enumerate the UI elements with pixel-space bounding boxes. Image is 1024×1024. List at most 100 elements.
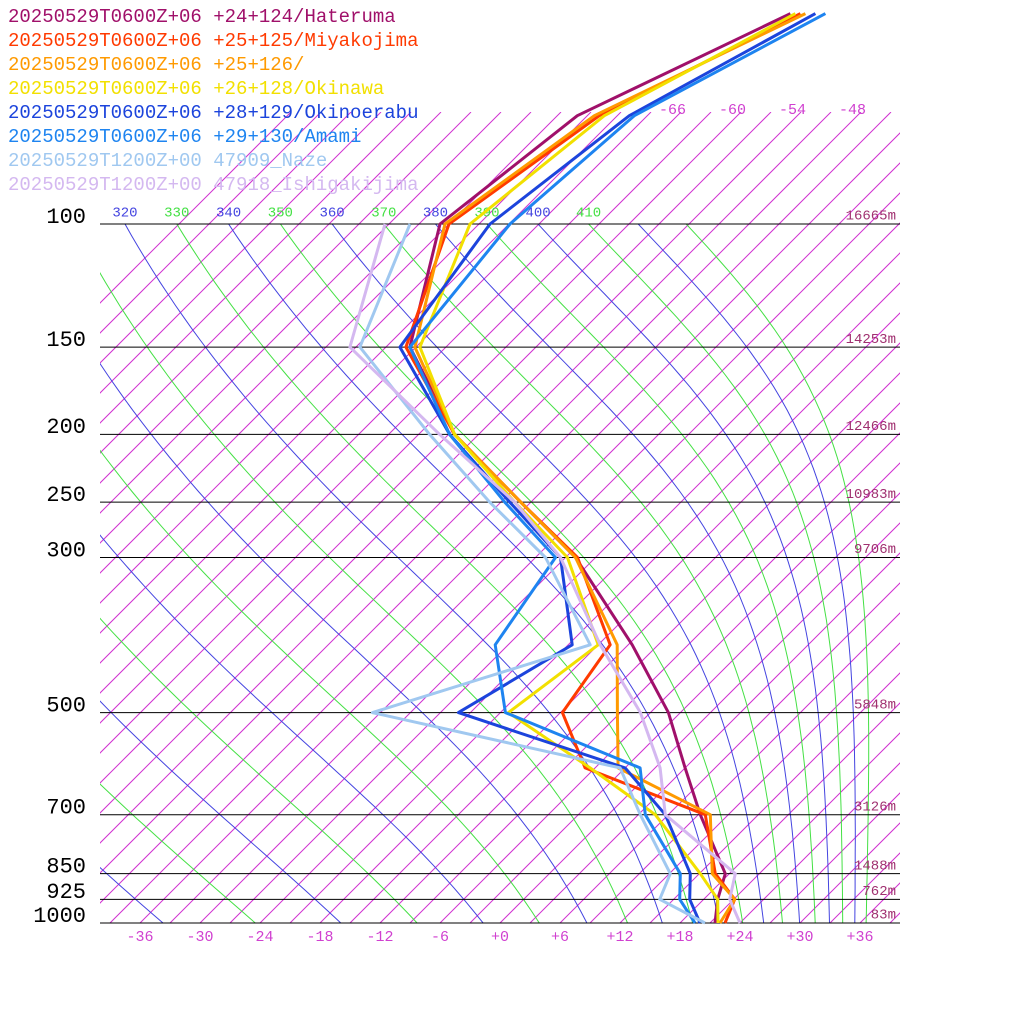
isotherm — [289, 312, 900, 923]
pressure-label: 850 — [46, 854, 86, 879]
moist-adiabat — [588, 224, 844, 923]
pressure-label: 150 — [46, 328, 86, 353]
height-label: 12466m — [846, 419, 896, 435]
isotherm — [100, 112, 442, 454]
pressure-label: 100 — [46, 205, 86, 230]
height-label: 83m — [871, 908, 896, 924]
pressure-label: 300 — [46, 538, 86, 563]
theta-label: 370 — [371, 206, 396, 222]
pressure-label: 700 — [46, 796, 86, 821]
legend-entry: 20250529T0600Z+06 +25+126/ — [8, 54, 304, 76]
moist-adiabat — [100, 700, 342, 923]
isotherm — [100, 112, 472, 484]
isotherm — [100, 112, 352, 364]
theta-label: 380 — [423, 206, 448, 222]
isotherm — [100, 112, 712, 724]
isotherm — [229, 252, 900, 923]
moist-adiabat — [100, 534, 484, 923]
isotherm — [100, 112, 862, 874]
main: 320 330 340 350 360 370 380 390 400 410 -66 -60 -54 -… — [8, 6, 900, 946]
isotherm — [100, 112, 832, 844]
theta-label: 360 — [320, 206, 345, 222]
pressure-label: 250 — [46, 483, 86, 508]
isotherm — [469, 492, 900, 923]
isotherm — [100, 112, 622, 634]
isotherm — [889, 912, 900, 923]
isotherm-label: -66 — [659, 102, 686, 119]
theta-label: 320 — [112, 206, 137, 222]
isotherm-label: -60 — [719, 102, 746, 119]
legend-entry: 20250529T0600Z+06 +29+130/Amami — [8, 126, 361, 148]
moist-adiabat — [435, 224, 801, 923]
isotherm — [100, 112, 322, 334]
height-label: 1488m — [854, 858, 896, 874]
height-label: 9706m — [854, 542, 896, 558]
isotherm — [379, 402, 900, 923]
moist-adiabat — [100, 449, 540, 923]
isotherm — [100, 112, 802, 814]
legend-entry: 20250529T1200Z+00 47909_Naze — [8, 150, 327, 172]
isotherm — [100, 112, 682, 694]
moist-adiabat — [124, 224, 663, 923]
x-tick-label: +18 — [666, 929, 693, 946]
x-tick-label: +6 — [551, 929, 569, 946]
x-tick-label: +36 — [846, 929, 873, 946]
isotherm — [100, 112, 772, 784]
profile-line — [413, 12, 807, 924]
moist-adiabat — [100, 617, 418, 923]
moist-adiabat — [176, 224, 694, 923]
pressure-label: 500 — [46, 693, 86, 718]
isotherm-label: -54 — [779, 102, 806, 119]
moist-adiabat — [279, 224, 744, 923]
adiabats — [100, 224, 870, 923]
isotherm — [139, 162, 900, 923]
moist-adiabat — [100, 362, 588, 923]
isotherm — [739, 762, 900, 923]
isotherm — [499, 522, 900, 923]
pressure-label: 200 — [46, 415, 86, 440]
profile-line — [418, 12, 797, 924]
moist-adiabat — [331, 224, 765, 923]
x-tick-label: -36 — [126, 929, 153, 946]
isotherm — [709, 732, 900, 923]
x-tick-label: -18 — [306, 929, 333, 946]
isotherm — [100, 112, 532, 544]
profile-line — [398, 12, 817, 924]
moist-adiabat — [637, 224, 856, 923]
isotherm — [169, 192, 900, 923]
profile-line — [358, 223, 706, 925]
height-label: 5848m — [854, 697, 896, 713]
x-tick-label: -30 — [186, 929, 213, 946]
isotherm — [199, 222, 900, 923]
isotherm — [349, 372, 900, 923]
height-label: 10983m — [846, 487, 896, 503]
moist-adiabat — [383, 224, 783, 923]
isotherm — [439, 462, 900, 923]
legend-entry: 20250529T1200Z+00 47918_Ishigakijima — [8, 174, 418, 196]
moist-adiabat — [486, 224, 816, 923]
isotherm — [319, 342, 900, 923]
isotherm — [409, 432, 900, 923]
isotherm — [619, 642, 900, 923]
isotherm — [799, 822, 900, 923]
isotherm-label: -48 — [839, 102, 866, 119]
profile-line — [408, 12, 827, 924]
theta-label: 350 — [268, 206, 293, 222]
x-tick-label: +0 — [491, 929, 509, 946]
height-label: 762m — [862, 884, 896, 900]
isotherm — [100, 112, 412, 424]
theta-label: 410 — [576, 206, 601, 222]
x-tick-label: -6 — [431, 929, 449, 946]
isotherm — [679, 702, 900, 923]
isotherm — [100, 112, 292, 304]
x-tick-label: +24 — [726, 929, 753, 946]
pressure-label: 1000 — [33, 904, 86, 929]
x-tick-label: -24 — [246, 929, 273, 946]
isotherm — [100, 112, 652, 664]
moist-adiabat — [100, 272, 628, 923]
x-tick-label: +12 — [606, 929, 633, 946]
theta-label: 340 — [216, 206, 241, 222]
theta-label: 400 — [525, 206, 550, 222]
legend-entry: 20250529T0600Z+06 +24+124/Hateruma — [8, 6, 396, 28]
